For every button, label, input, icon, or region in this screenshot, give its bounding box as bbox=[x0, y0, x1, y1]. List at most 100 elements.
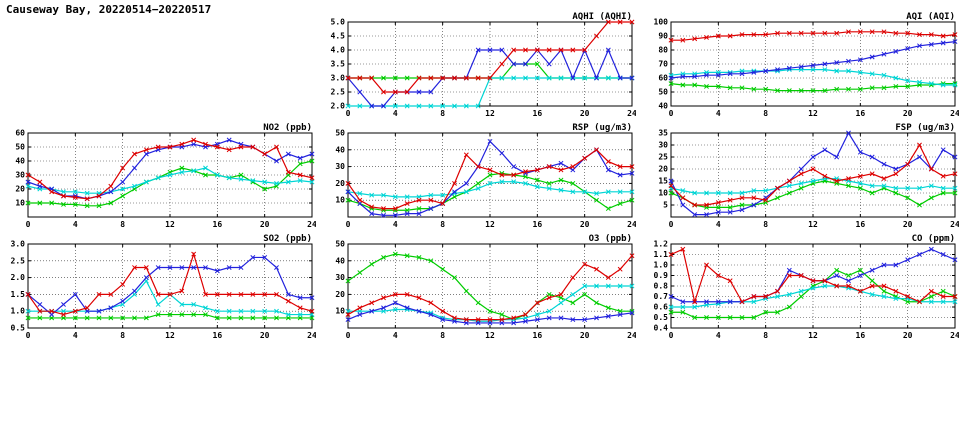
chart-title: RSP (ug/m3) bbox=[572, 123, 632, 133]
x-tick-label: 20 bbox=[580, 331, 590, 340]
chart-canvas-fsp: 5 10 15 20 25 30 35 0 4 8 12 16 20 24 FSP (ug/m3) bbox=[658, 123, 960, 229]
series-markers-red bbox=[345, 253, 635, 323]
x-tick-label: 12 bbox=[165, 220, 175, 229]
x-tick-label: 0 bbox=[346, 109, 351, 118]
y-tick-label: 70 bbox=[658, 60, 668, 69]
y-tick-label: 40 bbox=[335, 145, 345, 154]
x-tick-label: 24 bbox=[627, 220, 636, 229]
chart-o3: 10 20 30 40 50 0 4 8 12 16 20 24 O3 (ppb) bbox=[320, 230, 637, 342]
chart-canvas-co: 0.4 0.50.6 0.70.8 0.91.0 1.11.2 0 4 8 12 16 20 24 CO… bbox=[654, 234, 960, 340]
y-tick-label: 10 bbox=[658, 189, 668, 198]
y-tick-label: 0.6 bbox=[654, 303, 669, 312]
series-markers-green bbox=[668, 81, 958, 94]
y-tick-label: 4.0 bbox=[331, 46, 346, 55]
x-tick-label: 8 bbox=[763, 331, 768, 340]
chart-aqhi: 2.0 2.5 3.0 3.5 4.0 4.5 5.0 0 4 8 12 16 20 24 AQHI (AQ… bbox=[320, 8, 637, 120]
chart-canvas-so2: 0.5 1.0 1.5 2.0 2.5 3.0 0 4 8 12 16 20 24 SO2 (ppb) bbox=[11, 234, 317, 340]
x-tick-label: 20 bbox=[260, 331, 270, 340]
y-tick-label: 0.4 bbox=[654, 324, 669, 333]
x-tick-label: 16 bbox=[856, 220, 866, 229]
y-tick-label: 0.5 bbox=[654, 313, 669, 322]
y-tick-label: 1.1 bbox=[654, 250, 669, 259]
x-tick-label: 24 bbox=[950, 220, 959, 229]
series-markers-green bbox=[668, 267, 958, 320]
series-markers-cyan bbox=[668, 176, 958, 196]
x-tick-label: 12 bbox=[808, 220, 818, 229]
y-tick-label: 30 bbox=[15, 171, 25, 180]
y-tick-label: 0.7 bbox=[654, 292, 669, 301]
y-tick-label: 3.5 bbox=[331, 60, 346, 69]
chart-title: O3 (ppb) bbox=[589, 234, 632, 244]
y-tick-label: 60 bbox=[15, 129, 25, 138]
x-tick-label: 8 bbox=[440, 220, 445, 229]
series-markers-red bbox=[668, 246, 958, 305]
chart-title: AQHI (AQHI) bbox=[572, 12, 632, 22]
y-tick-label: 0.5 bbox=[11, 324, 26, 333]
x-tick-label: 0 bbox=[26, 220, 31, 229]
chart-so2: 0.5 1.0 1.5 2.0 2.5 3.0 0 4 8 12 16 20 24 SO2 (ppb) bbox=[0, 230, 317, 342]
x-tick-label: 12 bbox=[808, 331, 818, 340]
x-tick-label: 20 bbox=[903, 109, 913, 118]
x-tick-label: 8 bbox=[440, 109, 445, 118]
x-tick-label: 20 bbox=[260, 220, 270, 229]
y-tick-label: 50 bbox=[15, 143, 25, 152]
series-markers-blue bbox=[668, 39, 958, 81]
x-tick-label: 0 bbox=[669, 220, 674, 229]
x-tick-label: 12 bbox=[485, 220, 495, 229]
x-tick-label: 16 bbox=[213, 331, 223, 340]
x-tick-label: 8 bbox=[763, 109, 768, 118]
x-tick-label: 24 bbox=[950, 109, 959, 118]
x-tick-label: 4 bbox=[73, 331, 78, 340]
y-tick-label: 2.5 bbox=[331, 88, 346, 97]
chart-canvas-no2: 10 20 30 40 50 60 0 4 8 12 16 20 24 NO2 (ppb) bbox=[15, 123, 317, 229]
x-tick-label: 8 bbox=[440, 331, 445, 340]
y-tick-label: 40 bbox=[15, 157, 25, 166]
y-tick-label: 5 bbox=[663, 201, 668, 210]
chart-canvas-rsp: 10 20 30 40 50 0 4 8 12 16 20 24 RSP (ug/m3) bbox=[335, 123, 637, 229]
x-tick-label: 16 bbox=[533, 331, 543, 340]
x-tick-label: 24 bbox=[627, 331, 636, 340]
page-title: Causeway Bay, 20220514−20220517 bbox=[6, 3, 212, 16]
y-tick-label: 3.0 bbox=[11, 240, 26, 249]
series-line-red bbox=[348, 21, 632, 93]
y-tick-label: 40 bbox=[335, 256, 345, 265]
y-tick-label: 20 bbox=[335, 290, 345, 299]
x-tick-label: 0 bbox=[346, 331, 351, 340]
chart-title: SO2 (ppb) bbox=[263, 234, 312, 244]
series-markers-red bbox=[25, 251, 315, 318]
series-line-red bbox=[27, 252, 313, 316]
chart-title: FSP (ug/m3) bbox=[895, 123, 955, 133]
y-tick-label: 90 bbox=[658, 32, 668, 41]
x-tick-label: 24 bbox=[307, 331, 316, 340]
y-tick-label: 0.8 bbox=[654, 282, 669, 291]
x-tick-label: 0 bbox=[669, 109, 674, 118]
y-tick-label: 10 bbox=[15, 199, 25, 208]
chart-canvas-aqi: 40 50 60 70 80 90 100 0 4 8 12 16 20 24 AQI (AQI) bbox=[654, 12, 960, 118]
x-tick-label: 8 bbox=[120, 331, 125, 340]
y-tick-label: 30 bbox=[658, 141, 668, 150]
y-tick-label: 40 bbox=[658, 102, 668, 111]
x-tick-label: 4 bbox=[393, 109, 398, 118]
y-tick-label: 80 bbox=[658, 46, 668, 55]
y-tick-label: 0.9 bbox=[654, 271, 669, 280]
y-tick-label: 4.5 bbox=[331, 32, 346, 41]
series-markers-red bbox=[668, 142, 958, 208]
y-tick-label: 30 bbox=[335, 162, 345, 171]
y-tick-label: 60 bbox=[658, 74, 668, 83]
y-tick-label: 2.0 bbox=[331, 102, 346, 111]
y-tick-label: 20 bbox=[658, 165, 668, 174]
series-markers-blue bbox=[345, 300, 635, 326]
y-tick-label: 3.0 bbox=[331, 74, 346, 83]
chart-canvas-aqhi: 2.0 2.5 3.0 3.5 4.0 4.5 5.0 0 4 8 12 16 20 24 AQHI (AQ… bbox=[331, 12, 637, 118]
x-tick-label: 4 bbox=[393, 331, 398, 340]
y-tick-label: 30 bbox=[335, 273, 345, 282]
x-tick-label: 4 bbox=[393, 220, 398, 229]
x-tick-label: 8 bbox=[120, 220, 125, 229]
chart-title: NO2 (ppb) bbox=[263, 123, 312, 133]
x-tick-label: 4 bbox=[716, 331, 721, 340]
chart-no2: 10 20 30 40 50 60 0 4 8 12 16 20 24 NO2 (ppb) bbox=[0, 119, 317, 231]
y-tick-label: 20 bbox=[15, 185, 25, 194]
x-tick-label: 24 bbox=[307, 220, 316, 229]
x-tick-label: 4 bbox=[73, 220, 78, 229]
